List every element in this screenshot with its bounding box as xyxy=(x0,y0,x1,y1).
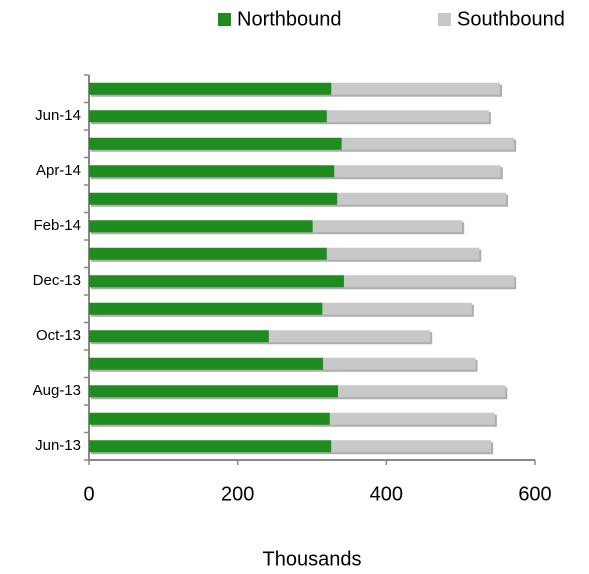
x-tick-label: 600 xyxy=(518,483,551,505)
bar xyxy=(343,275,515,288)
bar xyxy=(329,412,495,425)
y-tick-label: Oct-13 xyxy=(36,327,81,344)
y-tick-label: Dec-13 xyxy=(33,272,81,289)
bar xyxy=(268,330,431,343)
x-tick-label: 0 xyxy=(83,483,94,505)
y-tick-label: Feb-14 xyxy=(33,217,81,234)
legend-swatch xyxy=(438,13,451,26)
legend-swatch xyxy=(218,13,231,26)
bar xyxy=(89,440,332,453)
y-tick-label: Jun-13 xyxy=(35,437,81,454)
bar xyxy=(323,357,476,370)
x-axis-label: Thousands xyxy=(263,548,362,570)
x-tick-label: 400 xyxy=(370,483,403,505)
bar xyxy=(334,165,501,178)
bar xyxy=(89,192,338,205)
bar xyxy=(337,192,507,205)
legend-label: Southbound xyxy=(457,8,565,30)
bar xyxy=(326,110,489,123)
bar xyxy=(89,330,269,343)
bar xyxy=(89,137,342,150)
bar xyxy=(89,247,327,260)
bar xyxy=(89,110,327,123)
bar xyxy=(331,440,492,453)
bar xyxy=(89,385,339,398)
y-tick-label: Jun-14 xyxy=(35,107,81,124)
bar xyxy=(89,82,332,95)
bar xyxy=(89,412,330,425)
y-tick-label: Aug-13 xyxy=(33,382,81,399)
legend-label: Northbound xyxy=(237,8,342,30)
bar xyxy=(89,357,324,370)
y-tick-label: Apr-14 xyxy=(36,162,81,179)
bar xyxy=(89,220,313,233)
bar xyxy=(338,385,506,398)
bar xyxy=(331,82,501,95)
x-tick-label: 200 xyxy=(221,483,254,505)
bar xyxy=(89,275,344,288)
bar xyxy=(341,137,515,150)
bar xyxy=(326,247,480,260)
bar xyxy=(89,302,323,315)
bar xyxy=(89,165,335,178)
bar xyxy=(322,302,472,315)
bar xyxy=(312,220,463,233)
